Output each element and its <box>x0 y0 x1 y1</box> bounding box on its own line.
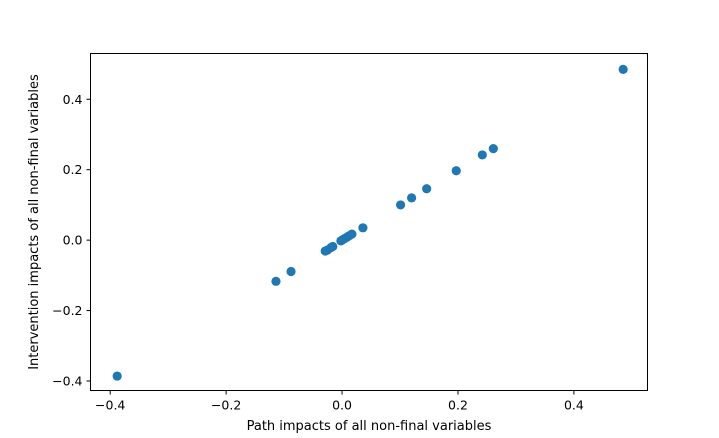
y-tick-label: 0.2 <box>63 162 83 177</box>
scatter-point <box>451 166 461 176</box>
x-tick-label: 0.0 <box>332 398 352 413</box>
x-tick-label: −0.2 <box>211 398 241 413</box>
x-axis-label: Path impacts of all non-final variables <box>247 419 492 434</box>
x-tick-label: −0.4 <box>95 398 125 413</box>
scatter-point <box>347 229 357 239</box>
data-points <box>112 64 628 381</box>
y-tick-label: −0.4 <box>52 373 82 388</box>
scatter-point <box>422 184 432 194</box>
y-tick-label: −0.2 <box>52 303 82 318</box>
y-axis-ticks: −0.4 −0.2 0.0 0.2 0.4 <box>52 92 91 388</box>
scatter-point <box>477 150 487 160</box>
y-tick-label: 0.4 <box>63 92 83 107</box>
scatter-point <box>286 266 296 277</box>
y-tick-label: 0.0 <box>63 233 83 248</box>
scatter-point <box>488 143 498 154</box>
y-axis-label: Intervention impacts of all non-final va… <box>27 74 42 370</box>
plot-area <box>90 53 648 391</box>
x-axis-ticks: −0.4 −0.2 0.0 0.2 0.4 <box>95 390 584 413</box>
x-tick-label: 0.2 <box>448 398 468 413</box>
scatter-point <box>358 223 368 233</box>
scatter-point <box>618 64 628 74</box>
plot-frame <box>90 53 648 391</box>
x-tick-label: 0.4 <box>564 398 584 413</box>
scatter-point <box>112 371 122 381</box>
scatter-point <box>271 276 281 286</box>
scatter-point <box>395 200 406 210</box>
scatter-point <box>328 241 338 252</box>
scatter-point <box>407 193 417 203</box>
